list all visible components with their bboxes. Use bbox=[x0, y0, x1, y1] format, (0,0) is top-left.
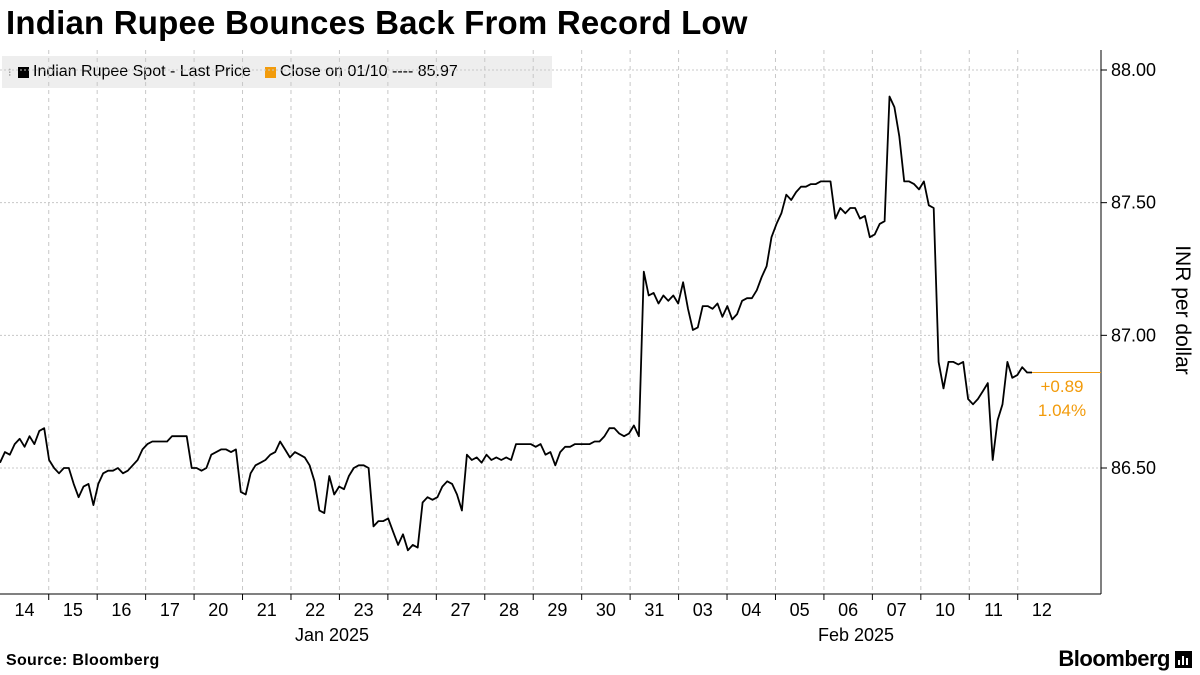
x-tick-label: 10 bbox=[935, 600, 955, 620]
x-tick-label: 12 bbox=[1032, 600, 1052, 620]
x-tick-label: 03 bbox=[693, 600, 713, 620]
x-tick-label: 06 bbox=[838, 600, 858, 620]
source-note: Source: Bloomberg bbox=[6, 652, 160, 669]
annotation-change: +0.89 bbox=[1040, 377, 1083, 396]
vertical-gridlines bbox=[48, 50, 1019, 594]
legend-label-spot: Indian Rupee Spot - Last Price bbox=[33, 63, 251, 80]
x-axis-ticks: 14 15 16 17 20 21 22 23 24 27 28 29 30 31 03 04 05 06 07 10… bbox=[14, 594, 1052, 620]
x-tick-label: 29 bbox=[547, 600, 567, 620]
legend: ⁝ Indian Rupee Spot - Last Price Close o… bbox=[2, 56, 552, 88]
y-axis-label: INR per dollar bbox=[1171, 245, 1194, 375]
x-tick-label: 20 bbox=[208, 600, 228, 620]
x-tick-label: 31 bbox=[644, 600, 664, 620]
chart-title: Indian Rupee Bounces Back From Record Lo… bbox=[6, 4, 748, 41]
x-tick-label: 27 bbox=[451, 600, 471, 620]
x-tick-label: 17 bbox=[160, 600, 180, 620]
legend-label-close: Close on 01/10 ---- 85.97 bbox=[279, 63, 458, 80]
legend-swatch-spot bbox=[18, 66, 29, 78]
legend-item-spot: Indian Rupee Spot - Last Price bbox=[18, 63, 251, 81]
x-tick-label: 16 bbox=[111, 600, 131, 620]
legend-swatch-close bbox=[264, 66, 276, 78]
x-tick-label: 11 bbox=[984, 600, 1003, 620]
x-tick-label: 30 bbox=[596, 600, 616, 620]
x-tick-label: 15 bbox=[63, 600, 83, 620]
y-tick-label: 87.50 bbox=[1111, 193, 1156, 213]
horizontal-gridlines bbox=[0, 69, 1101, 469]
brand-name: Bloomberg bbox=[1058, 646, 1170, 671]
x-tick-label: 05 bbox=[790, 600, 810, 620]
x-tick-label: 28 bbox=[499, 600, 519, 620]
y-tick-label: 86.50 bbox=[1111, 458, 1156, 478]
drag-handle-icon[interactable]: ⁝ bbox=[8, 66, 12, 79]
legend-item-close: Close on 01/10 ---- 85.97 bbox=[264, 63, 458, 81]
series-line-spot bbox=[0, 95, 1032, 552]
x-group-label-jan: Jan 2025 bbox=[295, 625, 369, 645]
bar-chart-icon bbox=[1175, 650, 1192, 668]
x-tick-label: 23 bbox=[354, 600, 374, 620]
brand-logo: Bloomberg bbox=[1058, 646, 1192, 672]
y-tick-label: 87.00 bbox=[1111, 325, 1156, 345]
annotation-pct: 1.04% bbox=[1038, 401, 1086, 420]
x-tick-label: 21 bbox=[257, 600, 277, 620]
x-group-label-feb: Feb 2025 bbox=[818, 625, 894, 645]
x-tick-label: 24 bbox=[402, 600, 422, 620]
y-axis-ticks: 88.00 87.50 87.00 86.50 bbox=[1101, 60, 1156, 478]
y-tick-label: 88.00 bbox=[1111, 60, 1156, 80]
x-tick-label: 07 bbox=[887, 600, 907, 620]
x-tick-label: 14 bbox=[14, 600, 34, 620]
x-tick-label: 04 bbox=[741, 600, 761, 620]
x-tick-label: 22 bbox=[305, 600, 325, 620]
